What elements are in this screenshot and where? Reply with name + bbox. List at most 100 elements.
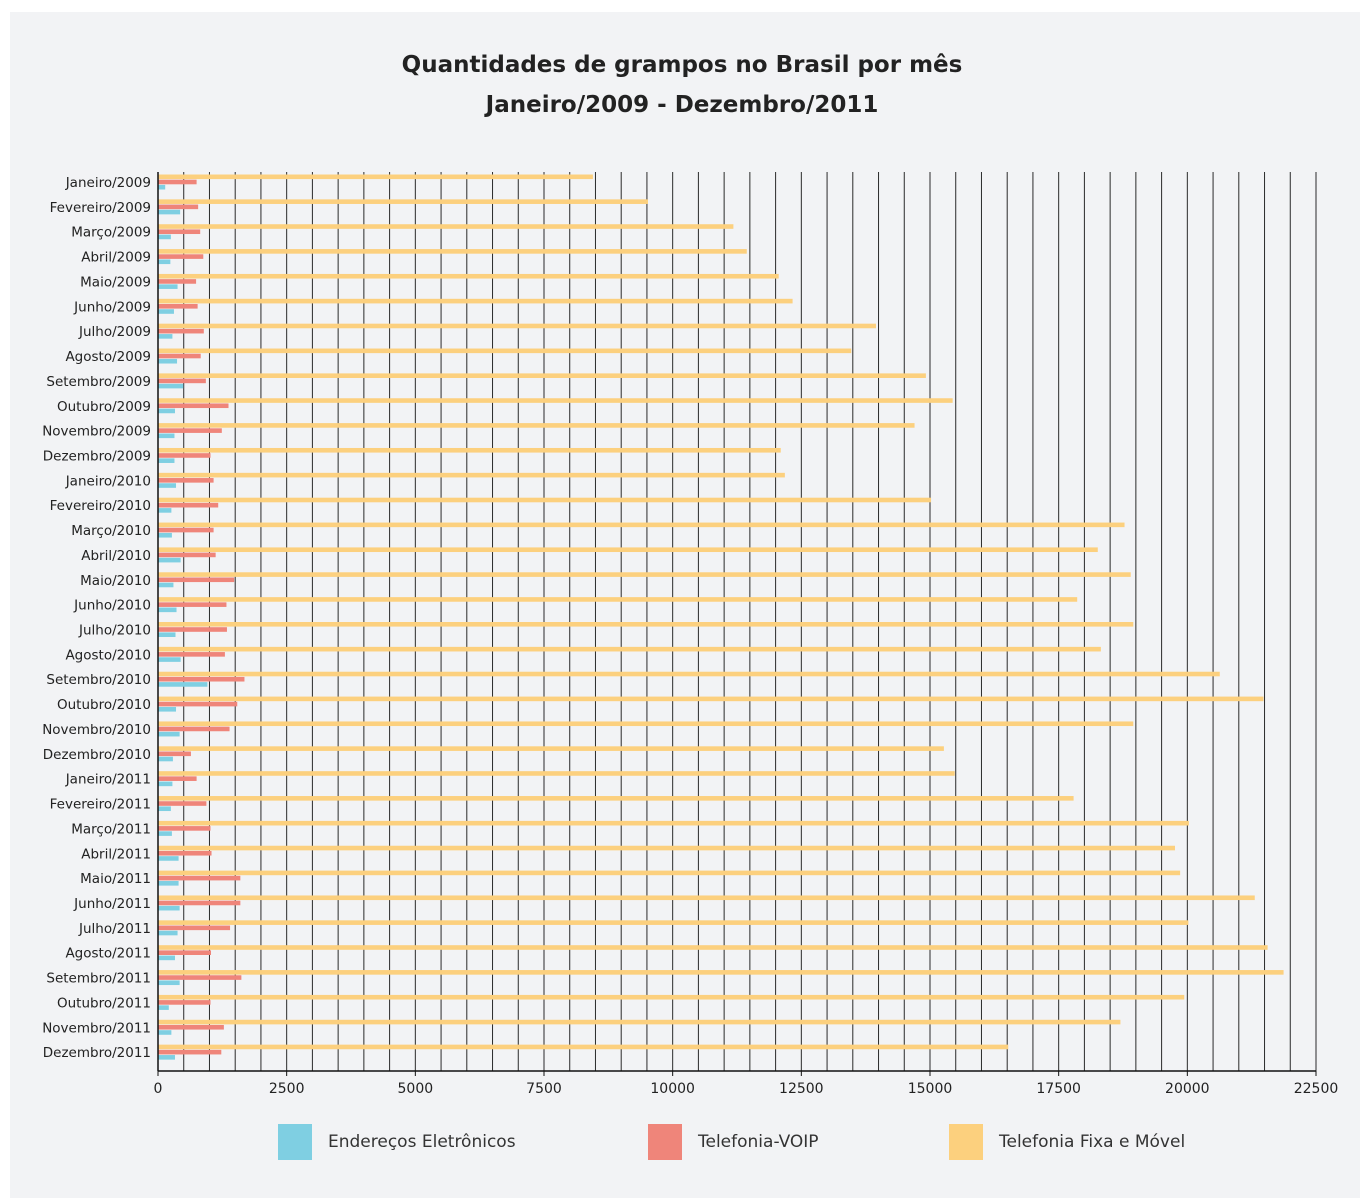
category-label: Maio/2011: [80, 871, 151, 887]
bar: [158, 378, 206, 384]
bar: [158, 771, 955, 776]
bar: [158, 334, 173, 339]
category-label: Setembro/2009: [46, 374, 151, 390]
bar: [158, 328, 204, 334]
bar: [158, 602, 227, 607]
bar: [158, 483, 177, 488]
category-label: Abril/2009: [81, 250, 151, 266]
bar: [158, 552, 216, 558]
category-label: Junho/2011: [73, 896, 151, 912]
bar: [158, 458, 175, 463]
bar: [158, 900, 241, 906]
category-label: Novembro/2010: [42, 722, 151, 738]
bar: [158, 945, 1268, 950]
bar: [158, 259, 171, 265]
bar: [158, 930, 178, 936]
bar: [158, 994, 1185, 1000]
bar: [158, 184, 166, 190]
bar: [158, 582, 174, 588]
bar: [158, 801, 207, 806]
bar: [158, 746, 944, 751]
bar: [158, 453, 211, 458]
category-label: Novembro/2009: [42, 424, 151, 440]
bar: [158, 796, 1074, 801]
chart-title: Quantidades de grampos no Brasil por mês: [401, 52, 963, 78]
category-label: Julho/2010: [78, 623, 151, 639]
bar: [158, 676, 245, 682]
bar: [158, 323, 876, 329]
bar: [158, 428, 222, 433]
bar: [158, 622, 1134, 627]
bar: [158, 423, 915, 428]
bar: [158, 1024, 224, 1030]
bar: [158, 652, 225, 657]
axes: [157, 172, 1317, 1076]
bar: [158, 472, 785, 478]
bar: [158, 781, 173, 787]
category-label: Dezembro/2011: [43, 1045, 151, 1061]
bar: [158, 199, 648, 204]
bar: [158, 881, 179, 886]
bar: [158, 348, 852, 354]
bar: [158, 1049, 222, 1055]
bar: [158, 975, 242, 980]
x-tick-label: 12500: [779, 1081, 824, 1097]
bar: [158, 920, 1189, 925]
bar: [158, 273, 779, 279]
category-label: Agosto/2009: [65, 349, 151, 365]
category-label: Março/2010: [71, 523, 151, 539]
bar: [158, 1019, 1121, 1025]
bar: [158, 950, 212, 955]
bar: [158, 721, 1134, 727]
x-tick-label: 5000: [398, 1081, 434, 1097]
bar: [158, 682, 208, 687]
bar: [158, 234, 171, 240]
bar: [158, 776, 197, 781]
bar: [158, 905, 180, 911]
category-label: Março/2011: [71, 821, 151, 837]
bar: [158, 980, 180, 986]
x-tick-label: 22500: [1294, 1081, 1339, 1097]
category-label: Janeiro/2009: [65, 175, 151, 191]
bar: [158, 696, 1264, 702]
category-label: Julho/2011: [78, 921, 151, 937]
category-label: Maio/2010: [80, 573, 151, 589]
bar: [158, 751, 191, 757]
category-label: Abril/2011: [81, 846, 151, 862]
bar: [158, 657, 181, 662]
bar: [158, 1000, 211, 1005]
bar: [158, 383, 184, 389]
category-label: Outubro/2011: [57, 995, 151, 1011]
x-tick-label: 17500: [1036, 1081, 1081, 1097]
category-label: Setembro/2011: [46, 971, 151, 987]
legend-item-fixa-movel: Telefonia Fixa e Móvel: [949, 1124, 1185, 1160]
bar: [158, 726, 230, 732]
bar: [158, 850, 212, 856]
bar: [158, 408, 175, 414]
bar: [158, 353, 201, 359]
legend-label-fixa-movel: Telefonia Fixa e Móvel: [999, 1132, 1186, 1152]
x-tick-label: 10000: [650, 1081, 695, 1097]
legend-item-enderecos: Endereços Eletrônicos: [278, 1124, 516, 1160]
bar: [158, 627, 227, 632]
category-label: Agosto/2010: [65, 647, 151, 663]
bar: [158, 870, 1181, 876]
bar: [158, 671, 1220, 677]
bar: [158, 174, 593, 180]
category-label: Dezembro/2009: [43, 448, 151, 464]
category-label: Setembro/2010: [46, 672, 151, 688]
bar: [158, 508, 172, 513]
chart-subtitle: Janeiro/2009 - Dezembro/2011: [485, 92, 879, 118]
category-label: Outubro/2010: [57, 697, 151, 713]
category-label: Junho/2009: [73, 299, 151, 315]
bar: [158, 209, 181, 215]
bar: [158, 1005, 169, 1010]
bar: [158, 433, 175, 439]
bar: [158, 955, 175, 961]
bar: [158, 895, 1255, 901]
category-label: Janeiro/2011: [65, 772, 151, 788]
category-label: Julho/2009: [78, 324, 151, 340]
category-label: Abril/2010: [81, 548, 151, 564]
grid-lines: [183, 172, 1317, 1071]
bar: [158, 254, 204, 259]
